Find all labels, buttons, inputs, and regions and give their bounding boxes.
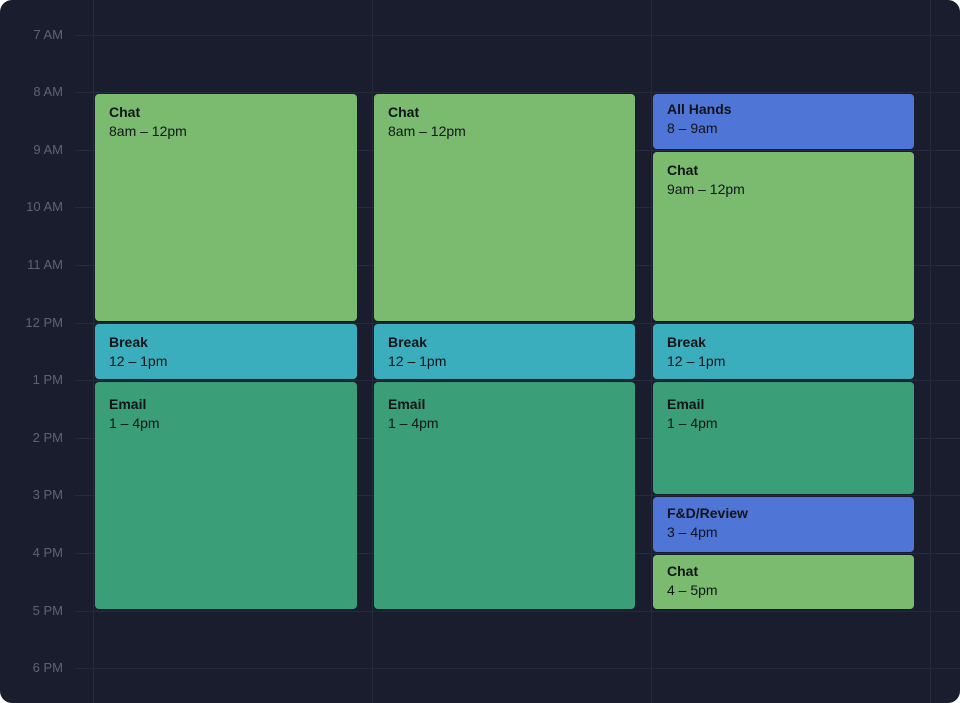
hour-label: 7 AM <box>33 26 63 42</box>
hour-label: 5 PM <box>32 602 63 618</box>
hour-label: 11 AM <box>27 256 63 272</box>
event[interactable]: Chat 4 – 5pm <box>653 555 914 609</box>
hour-line <box>75 322 960 324</box>
event-time: 3 – 4pm <box>667 524 718 540</box>
event-title: F&D/Review <box>667 505 748 521</box>
event-title: Chat <box>667 162 699 178</box>
hour-line <box>75 92 960 94</box>
hour-label: 8 AM <box>33 84 63 100</box>
hour-label: 2 PM <box>32 429 63 445</box>
event[interactable]: All Hands 8 – 9am <box>653 94 914 149</box>
event-time: 12 – 1pm <box>109 353 168 369</box>
event-title: Email <box>388 396 426 412</box>
event-time: 8am – 12pm <box>388 123 466 139</box>
event[interactable]: Email 1 – 4pm <box>374 382 635 609</box>
event[interactable]: F&D/Review 3 – 4pm <box>653 497 914 552</box>
event[interactable]: Email 1 – 4pm <box>653 382 914 494</box>
event-title: Chat <box>667 563 699 579</box>
event[interactable]: Email 1 – 4pm <box>95 382 357 609</box>
column-line <box>930 0 931 703</box>
hour-label: 4 PM <box>32 544 63 560</box>
hour-label: 3 PM <box>32 487 63 503</box>
hour-label: 10 AM <box>26 199 63 215</box>
hour-label: 9 AM <box>33 141 63 157</box>
event[interactable]: Break 12 – 1pm <box>653 324 914 379</box>
event-time: 8am – 12pm <box>109 123 187 139</box>
event-time: 12 – 1pm <box>667 353 726 369</box>
event[interactable]: Break 12 – 1pm <box>95 324 357 379</box>
hour-label: 1 PM <box>32 372 63 388</box>
event-title: Email <box>109 396 147 412</box>
event-title: Break <box>109 334 148 350</box>
event-title: Chat <box>109 104 141 120</box>
event-time: 1 – 4pm <box>388 415 439 431</box>
hour-line <box>75 380 960 382</box>
event-title: All Hands <box>667 101 732 117</box>
event-title: Break <box>388 334 427 350</box>
event-title: Email <box>667 396 705 412</box>
event-time: 1 – 4pm <box>109 415 160 431</box>
event[interactable]: Chat 8am – 12pm <box>374 94 635 321</box>
event-title: Chat <box>388 104 420 120</box>
event-time: 4 – 5pm <box>667 582 718 598</box>
event[interactable]: Chat 8am – 12pm <box>95 94 357 321</box>
event-title: Break <box>667 334 706 350</box>
column-line <box>372 0 373 703</box>
column-line <box>651 0 652 703</box>
hour-label: 6 PM <box>32 660 63 676</box>
hour-line <box>75 610 960 612</box>
event-time: 9am – 12pm <box>667 181 745 197</box>
event-time: 8 – 9am <box>667 120 718 136</box>
hour-line <box>75 34 960 36</box>
column-line <box>93 0 94 703</box>
event-time: 12 – 1pm <box>388 353 447 369</box>
hour-label: 12 PM <box>25 314 63 330</box>
hour-line <box>75 668 960 670</box>
event[interactable]: Chat 9am – 12pm <box>653 152 914 321</box>
event-time: 1 – 4pm <box>667 415 718 431</box>
event[interactable]: Break 12 – 1pm <box>374 324 635 379</box>
